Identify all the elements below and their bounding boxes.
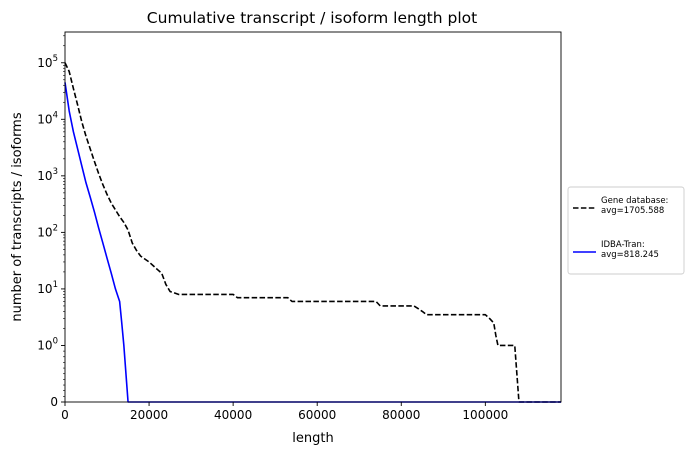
x-tick-label: 60000: [298, 408, 336, 422]
legend: Gene database: avg=1705.588 IDBA-Tran: avg=…: [567, 186, 685, 275]
series-line-0: [64, 62, 561, 403]
legend-box: [567, 186, 685, 275]
legend-label-0: Gene database: avg=1705.588: [601, 196, 668, 216]
y-tick-label: 105: [37, 54, 58, 70]
y-tick-label: 102: [37, 223, 58, 239]
series-line-1: [64, 82, 561, 403]
y-axis-ticks: 0 100 101 102 103 104 105: [37, 35, 65, 409]
plot-frame: [64, 31, 562, 403]
y-tick-label: 104: [37, 110, 58, 126]
y-tick-label: 100: [37, 336, 58, 352]
y-tick-label: 101: [37, 280, 58, 296]
y-tick-label: 103: [37, 167, 58, 183]
x-tick-label: 0: [61, 408, 69, 422]
x-axis-label: length: [292, 431, 333, 446]
chart-title: Cumulative transcript / isoform length p…: [147, 9, 477, 27]
x-tick-label: 20000: [130, 408, 168, 422]
x-axis-ticks: 0 20000 40000 60000 80000 100000: [61, 402, 508, 422]
x-tick-label: 40000: [214, 408, 252, 422]
y-tick-label: 0: [50, 395, 58, 409]
y-axis-label: number of transcripts / isoforms: [10, 112, 25, 321]
x-tick-label: 100000: [462, 408, 508, 422]
legend-label-1: IDBA-Tran: avg=818.245: [601, 240, 659, 260]
series-layer: [64, 62, 561, 403]
x-tick-label: 80000: [382, 408, 420, 422]
